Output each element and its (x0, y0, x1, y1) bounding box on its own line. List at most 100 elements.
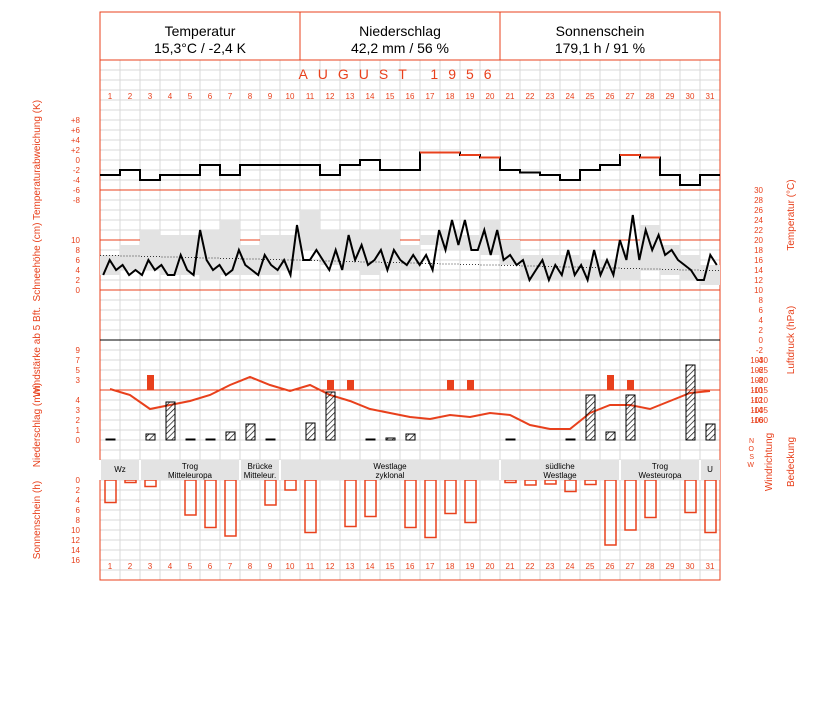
day-label-bottom: 15 (386, 562, 395, 571)
tick-wind-dir: S (749, 454, 754, 461)
tick-precip: 1 (76, 426, 81, 435)
day-label-bottom: 11 (306, 562, 315, 571)
axis-label-temp-anomaly: Temperaturabweichung (K) (32, 100, 43, 220)
tick-temperature: 30 (754, 186, 763, 195)
tick-temperature: -4 (756, 356, 764, 365)
month-title: AUGUST 1956 (298, 66, 501, 82)
day-label-bottom: 21 (506, 562, 515, 571)
precip-bar (685, 364, 696, 441)
day-label-top: 29 (666, 92, 675, 101)
day-label-top: 17 (426, 92, 435, 101)
day-label-bottom: 1 (108, 562, 113, 571)
day-label-top: 21 (506, 92, 515, 101)
tick-precip: 4 (76, 396, 81, 405)
tick-wind: 9 (76, 346, 81, 355)
tick-sunshine: 2 (76, 486, 81, 495)
sunshine-bar (644, 479, 657, 519)
tick-sunshine: 16 (71, 556, 80, 565)
tick-sunshine: 12 (71, 536, 80, 545)
day-label-top: 23 (546, 92, 555, 101)
sunshine-bar (704, 479, 717, 534)
day-label-top: 18 (446, 92, 455, 101)
day-label-bottom: 20 (486, 562, 495, 571)
day-label-bottom: 4 (168, 562, 173, 571)
day-label-top: 31 (706, 92, 715, 101)
precip-bar (565, 438, 576, 441)
day-label-bottom: 29 (666, 562, 675, 571)
header-temp-title: Temperatur (165, 23, 236, 39)
tick-anomaly: +6 (71, 126, 81, 135)
weather-type-label: Wz (114, 465, 126, 474)
precip-bar (165, 401, 176, 441)
day-label-top: 27 (626, 92, 635, 101)
day-label-top: 20 (486, 92, 495, 101)
normal-temperature-line (100, 255, 720, 271)
day-label-bottom: 26 (606, 562, 615, 571)
precip-bar (705, 423, 716, 441)
tick-temperature: 4 (759, 316, 764, 325)
tick-temperature: 10 (754, 286, 763, 295)
day-label-top: 30 (686, 92, 695, 101)
tick-temperature: -10 (751, 386, 763, 395)
weather-type-label: Brücke (248, 462, 273, 471)
tick-sunshine: 4 (76, 496, 81, 505)
axis-label-precip: Niederschlag (mm) (32, 383, 43, 467)
tick-pressure: 1000 (750, 416, 768, 425)
day-label-top: 24 (566, 92, 575, 101)
day-label-bottom: 5 (188, 562, 193, 571)
tick-temperature: 28 (754, 196, 763, 205)
sunshine-bar (504, 479, 517, 484)
weather-type-layer: Wz TrogMitteleuropaBrückeMitteleur.Westla… (99, 460, 720, 480)
day-label-bottom: 2 (128, 562, 133, 571)
day-label-top: 15 (386, 92, 395, 101)
tick-wind-dir: W (747, 462, 754, 469)
temperature-line (102, 214, 718, 284)
tick-temperature: 16 (754, 256, 763, 265)
day-label-top: 8 (248, 92, 253, 101)
precip-bar (385, 437, 396, 441)
day-label-bottom: 19 (466, 562, 475, 571)
tick-wind-dir: N (749, 438, 754, 445)
sunshine-bar (624, 479, 637, 531)
tick-label-layer: 1122334455667788991010111112121313141415… (71, 92, 769, 571)
tick-wind-dir: O (749, 446, 755, 453)
sunshine-bar (224, 479, 237, 537)
tick-temperature: 14 (754, 266, 763, 275)
tick-pressure: 1030 (750, 356, 768, 365)
tick-anomaly: +4 (71, 136, 81, 145)
day-label-bottom: 18 (446, 562, 455, 571)
day-label-bottom: 3 (148, 562, 153, 571)
tick-temperature: 18 (754, 246, 763, 255)
tick-snow: 8 (76, 246, 81, 255)
tick-anomaly: +8 (71, 116, 81, 125)
tick-anomaly: -4 (73, 176, 81, 185)
tick-wind: 3 (76, 376, 81, 385)
day-label-top: 22 (526, 92, 535, 101)
header-precip-title: Niederschlag (359, 23, 441, 39)
day-label-bottom: 23 (546, 562, 555, 571)
outer-frame (99, 11, 721, 581)
weather-type-label: Westlage (373, 462, 407, 471)
header-sun-value: 179,1 h / 91 % (555, 40, 645, 56)
weather-type-label: südliche (545, 462, 575, 471)
tick-temperature: 22 (754, 226, 763, 235)
day-label-top: 13 (346, 92, 355, 101)
tick-pressure: 1005 (750, 406, 768, 415)
day-label-bottom: 10 (286, 562, 295, 571)
pressure-line (109, 375, 711, 430)
tick-temperature: 6 (759, 306, 764, 315)
day-label-top: 2 (128, 92, 133, 101)
tick-pressure: 1010 (750, 396, 768, 405)
day-label-bottom: 9 (268, 562, 273, 571)
day-label-top: 3 (148, 92, 153, 101)
axis-label-pressure: Luftdruck (hPa) (786, 306, 797, 374)
tick-temperature: -6 (756, 366, 764, 375)
weather-type-label: U (707, 465, 713, 474)
day-label-top: 14 (366, 92, 375, 101)
sunshine-bar (144, 479, 157, 488)
day-label-top: 28 (646, 92, 655, 101)
weather-type-label: zyklonal (376, 471, 405, 480)
sunshine-bar (104, 479, 117, 504)
day-label-top: 4 (168, 92, 173, 101)
